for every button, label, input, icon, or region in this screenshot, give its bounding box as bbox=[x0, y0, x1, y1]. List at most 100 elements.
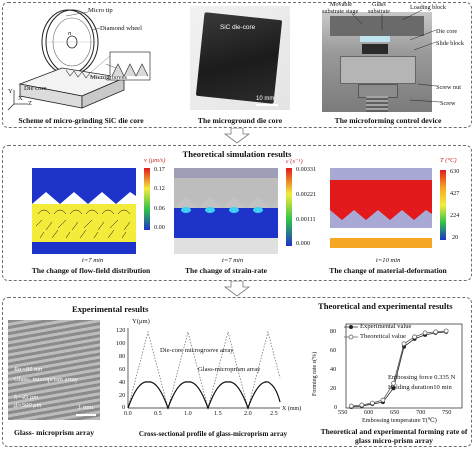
screw bbox=[366, 96, 388, 112]
top-panel bbox=[2, 2, 472, 128]
fr-xtick-0: 550 bbox=[338, 409, 348, 416]
profile-ytick-5: 20 bbox=[119, 392, 126, 399]
flow-scale-3: 0.00 bbox=[154, 224, 165, 231]
microgrooves-label: Microgrooves bbox=[90, 74, 127, 81]
profile-xtick-0: 0.0 bbox=[124, 410, 132, 417]
data-point-1-1 bbox=[359, 402, 365, 408]
profile-ytick-3: 60 bbox=[119, 366, 126, 373]
profile-ytick-1: 100 bbox=[116, 340, 126, 347]
data-point-1-4 bbox=[391, 380, 396, 386]
scale-bar bbox=[256, 104, 278, 106]
fr-annotation-duration: Holding duration10 min bbox=[388, 384, 452, 391]
data-point-1-6 bbox=[412, 334, 417, 340]
device-leader-lines bbox=[351, 9, 441, 103]
profile-xtick-2: 1.0 bbox=[184, 410, 192, 417]
axis-x-label: X bbox=[18, 95, 23, 102]
middle-panel bbox=[2, 145, 472, 281]
die-core-device-label: Die core bbox=[436, 28, 458, 35]
data-point-1-0 bbox=[348, 403, 354, 409]
strain-time: t=7 min bbox=[222, 257, 244, 264]
series-line-1 bbox=[351, 330, 447, 407]
fr-ytick-2: 40 bbox=[330, 366, 337, 373]
temp-scale-2: 224 bbox=[450, 212, 460, 219]
grinding-scheme-diagram bbox=[7, 9, 151, 111]
experimental-title: Experimental results bbox=[72, 304, 149, 314]
fig3-caption: The microforming control device bbox=[334, 116, 442, 125]
profile-caption: Cross-sectional profile of glass-micropr… bbox=[138, 430, 288, 438]
flow-colorbar bbox=[144, 168, 150, 230]
profile-ytick-4: 40 bbox=[119, 379, 126, 386]
sim1-caption: The change of flow-field distribution bbox=[31, 266, 151, 275]
control-device-photo bbox=[322, 12, 432, 112]
flow-time: t=7 min bbox=[82, 257, 104, 264]
axis-y-label: Y bbox=[8, 88, 13, 95]
substrate-stage-label: substrate stage bbox=[322, 8, 359, 15]
fr-legend-markers bbox=[344, 325, 358, 340]
strain-scale-2: 0.00111 bbox=[296, 216, 316, 223]
fr-xtick-1: 600 bbox=[364, 409, 374, 416]
flow-scale-0: 0.17 bbox=[154, 166, 165, 173]
fr-ytick-4: 80 bbox=[330, 328, 337, 335]
screw-nut-label: Screw nut bbox=[436, 84, 461, 91]
axis-z-label: Z bbox=[28, 100, 33, 107]
microprism-photo: Ra=85 nm Glass- microprism array h=45 μm… bbox=[8, 320, 100, 420]
movable-label: Movable bbox=[330, 1, 352, 8]
data-point-1-7 bbox=[422, 330, 428, 336]
profile-ylabel: Y(μm) bbox=[132, 318, 150, 325]
simulation-title: Theoretical simulation results bbox=[182, 149, 292, 159]
chart-frame bbox=[345, 323, 463, 409]
deformation-map bbox=[330, 168, 432, 254]
temperature-unit: T (°C) bbox=[440, 157, 457, 164]
ra-label: Ra=85 nm bbox=[14, 366, 43, 373]
strain-scale-1: 0.00221 bbox=[296, 191, 317, 198]
fr-ytick-0: 0 bbox=[334, 404, 338, 411]
sim3-caption: The change of material-deformation bbox=[329, 266, 447, 275]
bottom-panel bbox=[2, 297, 472, 447]
n-label: n bbox=[68, 30, 72, 37]
strain-colorbar bbox=[286, 168, 292, 246]
strain-scale-3: 0.000 bbox=[296, 240, 310, 247]
fr-legend-experimental: Experimental value bbox=[360, 323, 412, 330]
substrate-label: substrate bbox=[368, 8, 390, 15]
down-arrow-icon bbox=[224, 128, 250, 144]
data-point-1-9 bbox=[443, 328, 449, 334]
d-label: d=500 μm bbox=[14, 402, 42, 409]
profile-legend-die-core: Die-core microgroove array bbox=[160, 347, 234, 354]
flow-field-map bbox=[32, 168, 136, 254]
data-point-1-3 bbox=[380, 397, 386, 403]
slide-block bbox=[340, 56, 416, 84]
photo-scale-bar bbox=[76, 414, 96, 416]
down-arrow-icon bbox=[224, 281, 250, 297]
forming-rate-chart bbox=[345, 323, 463, 410]
loading-block-label: Loading block bbox=[410, 4, 446, 11]
die-core-photo: SiC die-core 10 mm bbox=[190, 6, 290, 110]
photo-array-label: Glass- microprism array bbox=[14, 376, 79, 383]
profile-xtick-1: 0.5 bbox=[154, 410, 162, 417]
profile-xtick-5: 2.5 bbox=[270, 410, 278, 417]
slide-block-label: Slide block bbox=[436, 40, 465, 47]
fr-ytick-1: 20 bbox=[330, 385, 337, 392]
screw-label: Screw bbox=[440, 100, 456, 107]
sic-die-core-label: SiC die-core bbox=[220, 24, 256, 31]
deformation-time: t=10 min bbox=[376, 257, 401, 264]
profile-xtick-4: 2.0 bbox=[244, 410, 252, 417]
data-point-0-4 bbox=[391, 386, 396, 391]
profile-xtick-3: 1.5 bbox=[214, 410, 222, 417]
profile-ytick-0: 120 bbox=[116, 327, 126, 334]
fr-legend-theoretical: Theoretical value bbox=[360, 333, 406, 340]
fr-xtick-2: 650 bbox=[390, 409, 400, 416]
fig1-caption: Scheme of micro-grinding SiC die core bbox=[18, 116, 144, 125]
h-label: h=45 μm bbox=[14, 394, 39, 401]
temp-scale-3: 20 bbox=[452, 234, 459, 241]
forming-rate-caption-1: Theoretical and experimental forming rat… bbox=[320, 427, 468, 436]
scale-10mm-label: 10 mm bbox=[256, 96, 275, 102]
strain-rate-map bbox=[174, 168, 278, 254]
fr-xtick-4: 750 bbox=[442, 409, 452, 416]
die-core-insert bbox=[362, 44, 388, 54]
fig2-caption: The microground die core bbox=[197, 116, 283, 125]
fr-xtick-3: 700 bbox=[416, 409, 426, 416]
temp-scale-1: 427 bbox=[450, 190, 460, 197]
photo-caption: Glass- microprism array bbox=[13, 428, 94, 437]
glass-substrate bbox=[360, 36, 390, 42]
glass-label: Glass bbox=[372, 1, 386, 8]
